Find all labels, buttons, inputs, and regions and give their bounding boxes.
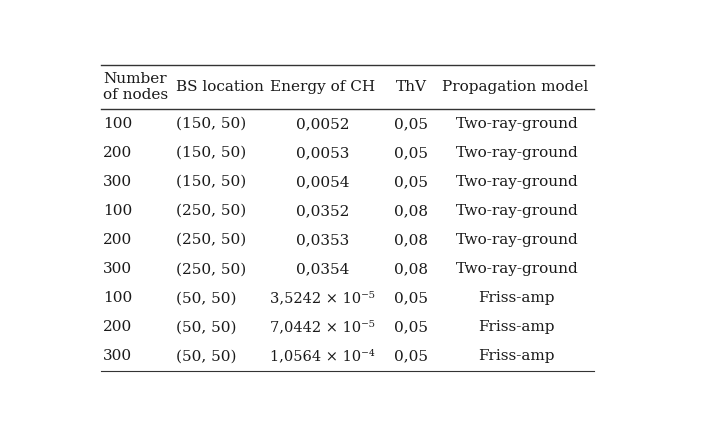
Text: (50, 50): (50, 50) bbox=[175, 320, 236, 334]
Text: Two-ray-ground: Two-ray-ground bbox=[455, 204, 578, 218]
Text: (50, 50): (50, 50) bbox=[175, 349, 236, 363]
Text: Friss-amp: Friss-amp bbox=[478, 320, 555, 334]
Text: 0,05: 0,05 bbox=[395, 117, 428, 131]
Text: 0,05: 0,05 bbox=[395, 175, 428, 189]
Text: 0,0352: 0,0352 bbox=[296, 204, 349, 218]
Text: Two-ray-ground: Two-ray-ground bbox=[455, 146, 578, 160]
Text: (150, 50): (150, 50) bbox=[175, 117, 246, 131]
Text: Energy of CH: Energy of CH bbox=[270, 80, 375, 94]
Text: (250, 50): (250, 50) bbox=[175, 262, 246, 276]
Text: 3,5242 × 10⁻⁵: 3,5242 × 10⁻⁵ bbox=[270, 291, 375, 305]
Text: 200: 200 bbox=[103, 146, 132, 160]
Text: 0,08: 0,08 bbox=[395, 204, 428, 218]
Text: 0,0054: 0,0054 bbox=[296, 175, 349, 189]
Text: 0,05: 0,05 bbox=[395, 291, 428, 305]
Text: 300: 300 bbox=[103, 175, 132, 189]
Text: 7,0442 × 10⁻⁵: 7,0442 × 10⁻⁵ bbox=[270, 320, 375, 334]
Text: 0,05: 0,05 bbox=[395, 146, 428, 160]
Text: 0,05: 0,05 bbox=[395, 320, 428, 334]
Text: 0,0354: 0,0354 bbox=[296, 262, 349, 276]
Text: (50, 50): (50, 50) bbox=[175, 291, 236, 305]
Text: Two-ray-ground: Two-ray-ground bbox=[455, 175, 578, 189]
Text: Two-ray-ground: Two-ray-ground bbox=[455, 117, 578, 131]
Text: (250, 50): (250, 50) bbox=[175, 204, 246, 218]
Text: 0,05: 0,05 bbox=[395, 349, 428, 363]
Text: Propagation model: Propagation model bbox=[442, 80, 588, 94]
Text: (250, 50): (250, 50) bbox=[175, 233, 246, 247]
Text: ThV: ThV bbox=[396, 80, 427, 94]
Text: Friss-amp: Friss-amp bbox=[478, 291, 555, 305]
Text: 200: 200 bbox=[103, 320, 132, 334]
Text: 300: 300 bbox=[103, 262, 132, 276]
Text: 100: 100 bbox=[103, 204, 132, 218]
Text: 300: 300 bbox=[103, 349, 132, 363]
Text: (150, 50): (150, 50) bbox=[175, 175, 246, 189]
Text: 0,0053: 0,0053 bbox=[296, 146, 349, 160]
Text: 1,0564 × 10⁻⁴: 1,0564 × 10⁻⁴ bbox=[270, 349, 375, 363]
Text: 0,0353: 0,0353 bbox=[296, 233, 349, 247]
Text: 0,08: 0,08 bbox=[395, 262, 428, 276]
Text: Two-ray-ground: Two-ray-ground bbox=[455, 233, 578, 247]
Text: Number
of nodes: Number of nodes bbox=[103, 72, 168, 102]
Text: BS location: BS location bbox=[175, 80, 263, 94]
Text: 200: 200 bbox=[103, 233, 132, 247]
Text: 0,08: 0,08 bbox=[395, 233, 428, 247]
Text: 0,0052: 0,0052 bbox=[296, 117, 349, 131]
Text: 100: 100 bbox=[103, 291, 132, 305]
Text: Friss-amp: Friss-amp bbox=[478, 349, 555, 363]
Text: (150, 50): (150, 50) bbox=[175, 146, 246, 160]
Text: 100: 100 bbox=[103, 117, 132, 131]
Text: Two-ray-ground: Two-ray-ground bbox=[455, 262, 578, 276]
